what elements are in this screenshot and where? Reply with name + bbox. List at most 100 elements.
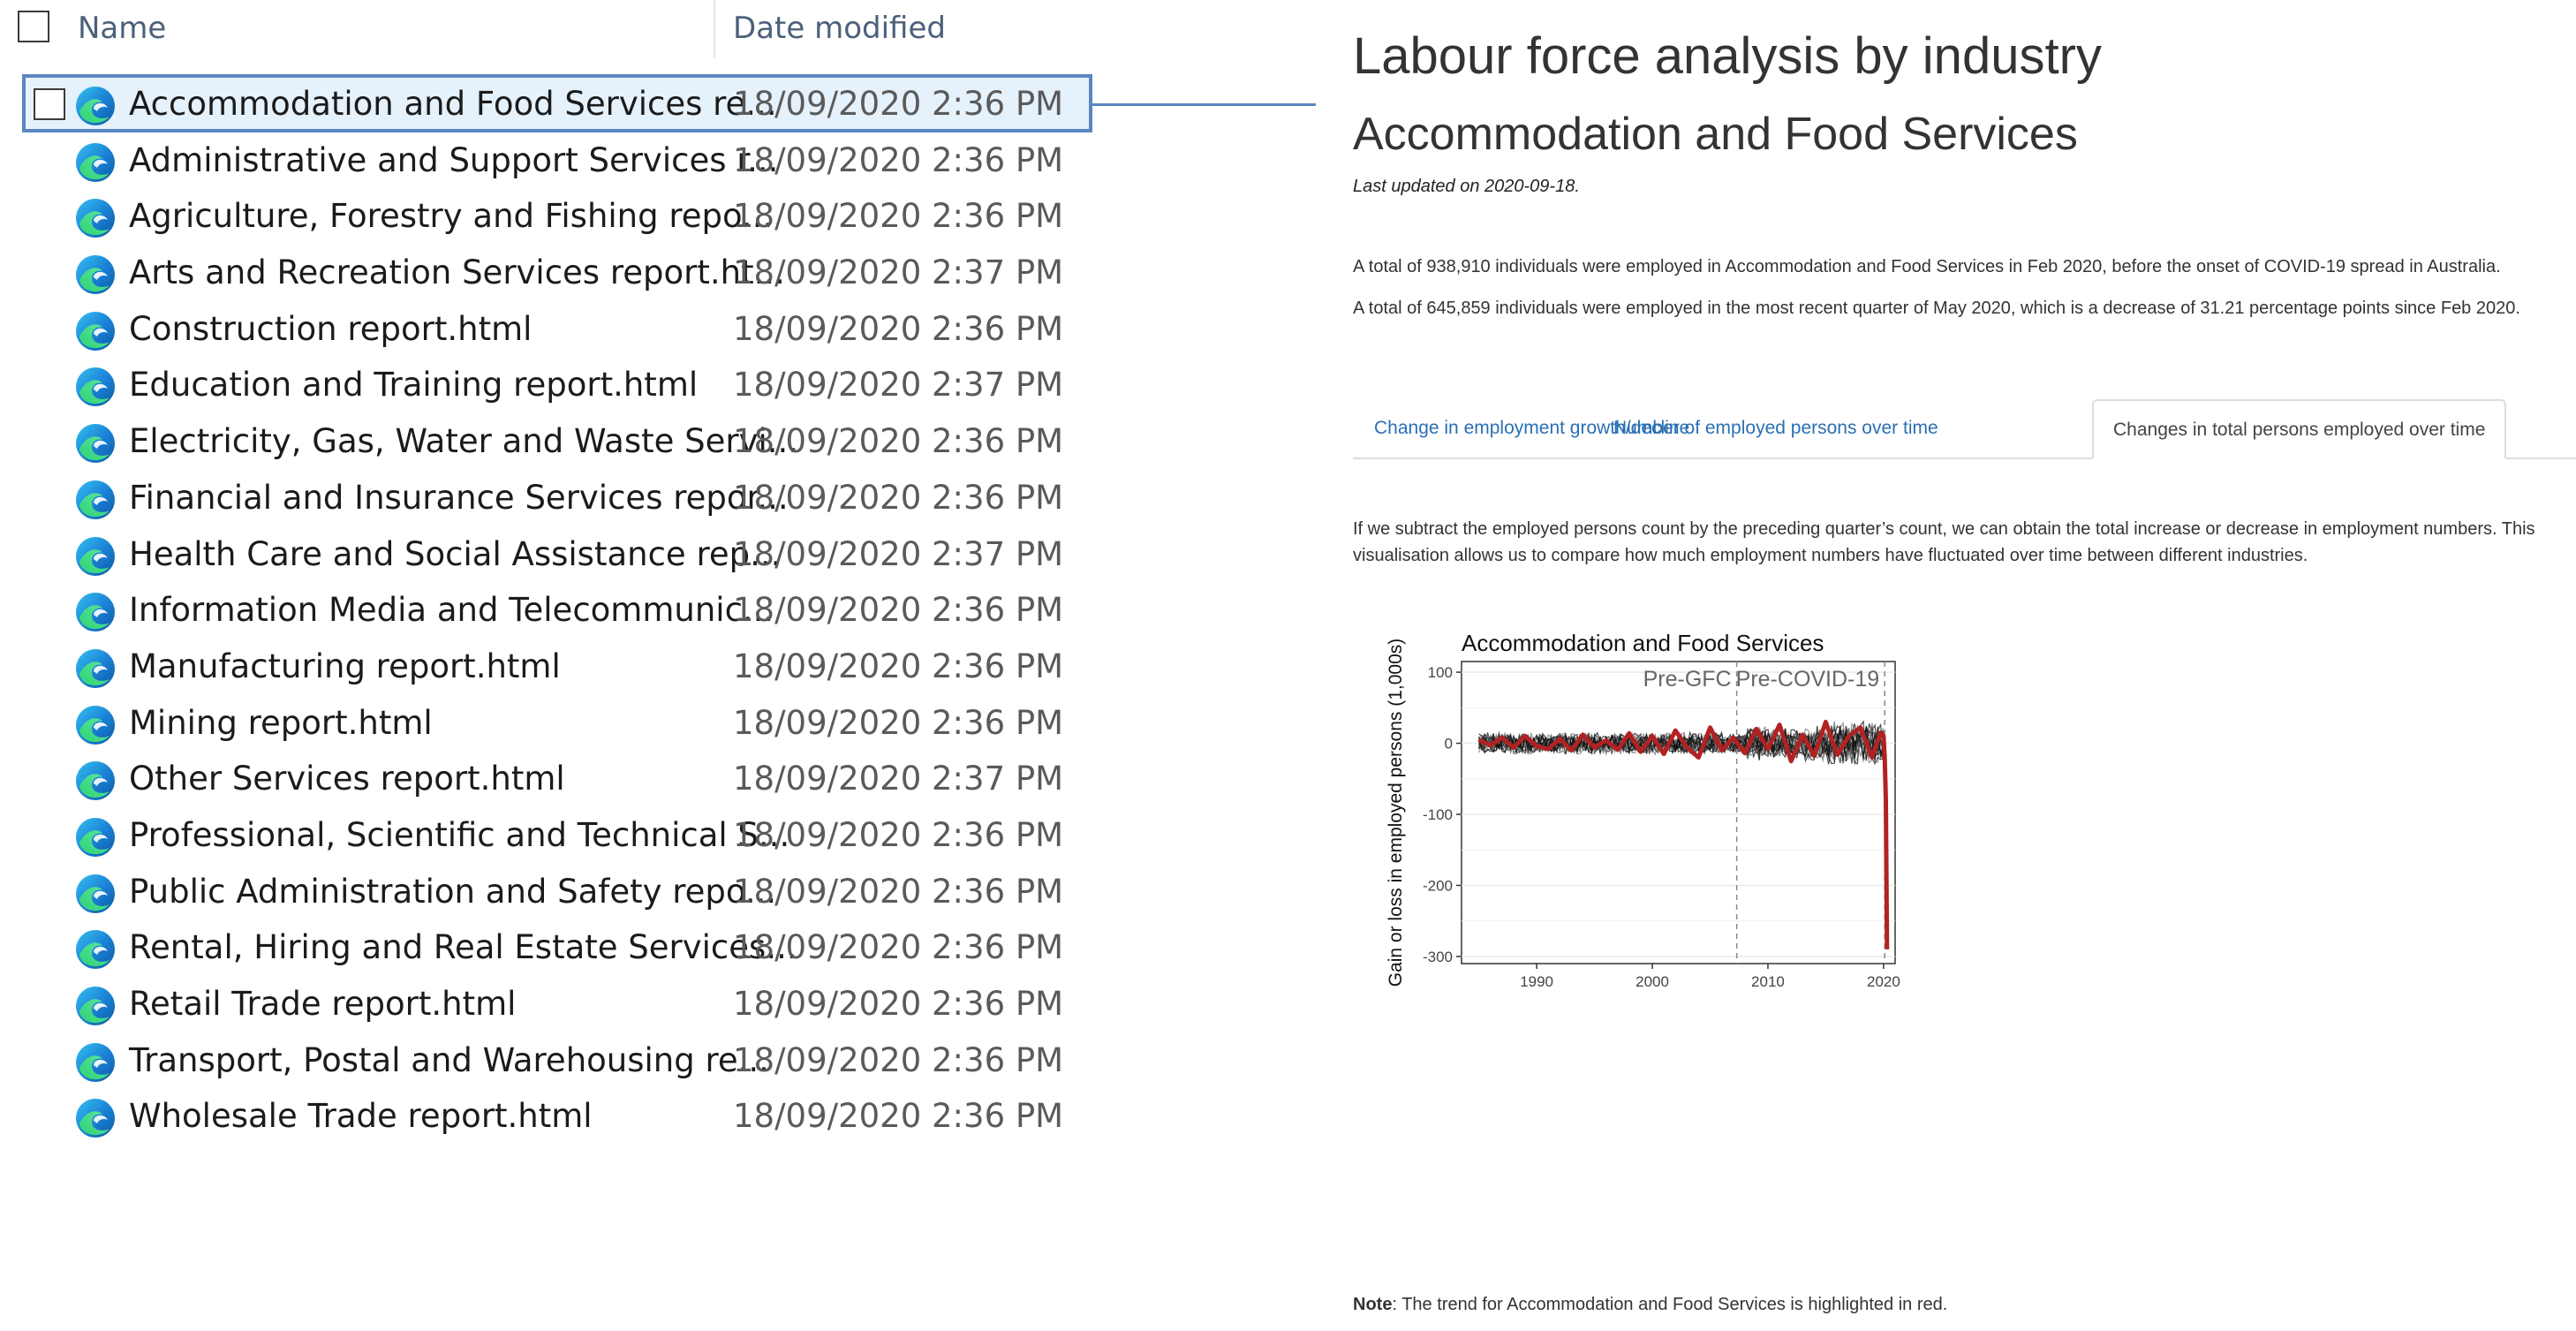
file-row[interactable]: Transport, Postal and Warehousing re... 1… (0, 1032, 1095, 1089)
edge-icon (76, 536, 115, 576)
y-tick-label: -300 (1423, 949, 1453, 965)
selection-connector-line (1092, 103, 1316, 106)
file-row[interactable]: Public Administration and Safety repo...… (0, 864, 1095, 920)
y-tick-label: -200 (1423, 877, 1453, 894)
edge-icon (76, 761, 115, 801)
edge-icon (76, 1099, 115, 1138)
selection-highlight (22, 74, 1092, 132)
highlighted-series-line (1477, 719, 1890, 949)
file-name[interactable]: Health Care and Social Assistance rep... (129, 534, 782, 573)
file-row[interactable]: Manufacturing report.html 18/09/2020 2:36… (0, 639, 1095, 695)
file-name[interactable]: Agriculture, Forestry and Fishing repo..… (129, 197, 774, 236)
file-date-modified: 18/09/2020 2:36 PM (733, 140, 1064, 179)
file-row[interactable]: Professional, Scientific and Technical S… (0, 807, 1095, 864)
file-row[interactable]: Health Care and Social Assistance rep...… (0, 526, 1095, 583)
summary-paragraph-2: A total of 645,859 individuals were empl… (1353, 299, 2520, 318)
file-row[interactable]: Information Media and Telecommunic... 18/… (0, 582, 1095, 639)
tab-change-in-employment-growth[interactable]: Change in employment growth/decline (1374, 418, 1690, 438)
y-axis-label: Gain or loss in employed persons (1,000s… (1386, 639, 1406, 987)
file-name[interactable]: Accommodation and Food Services re... (129, 85, 777, 123)
edge-icon (76, 930, 115, 970)
y-tick-label: -100 (1423, 806, 1453, 823)
file-name[interactable]: Public Administration and Safety repo... (129, 872, 777, 911)
file-row[interactable]: Accommodation and Food Services re... 18/… (0, 74, 1095, 132)
file-row[interactable]: Agriculture, Forestry and Fishing repo..… (0, 188, 1095, 245)
file-name[interactable]: Construction report.html (129, 309, 533, 348)
x-tick-label: 2020 (1867, 973, 1900, 990)
edge-icon (76, 705, 115, 745)
file-name[interactable]: Rental, Hiring and Real Estate Services.… (129, 928, 797, 967)
file-date-modified: 18/09/2020 2:36 PM (733, 591, 1064, 630)
file-date-modified: 18/09/2020 2:36 PM (733, 478, 1064, 517)
x-tick-label: 2000 (1635, 973, 1669, 990)
file-name[interactable]: Transport, Postal and Warehousing re... (129, 1040, 769, 1079)
file-name[interactable]: Professional, Scientific and Technical S… (129, 815, 790, 854)
file-row[interactable]: Administrative and Support Services r...… (0, 132, 1095, 189)
file-date-modified: 18/09/2020 2:37 PM (733, 534, 1064, 573)
file-date-modified: 18/09/2020 2:36 PM (733, 1097, 1064, 1136)
note-label: Note (1353, 1295, 1393, 1314)
row-checkbox[interactable] (34, 88, 65, 120)
file-date-modified: 18/09/2020 2:36 PM (733, 703, 1064, 742)
file-row[interactable]: Education and Training report.html 18/09/… (0, 357, 1095, 413)
file-date-modified: 18/09/2020 2:37 PM (733, 760, 1064, 798)
file-date-modified: 18/09/2020 2:37 PM (733, 253, 1064, 292)
file-row[interactable]: Rental, Hiring and Real Estate Services.… (0, 919, 1095, 976)
file-name[interactable]: Wholesale Trade report.html (129, 1097, 593, 1136)
file-row[interactable]: Mining report.html 18/09/2020 2:36 PM (0, 695, 1095, 752)
file-row[interactable]: Wholesale Trade report.html 18/09/2020 2:… (0, 1088, 1095, 1145)
file-date-modified: 18/09/2020 2:36 PM (733, 197, 1064, 236)
edge-icon (76, 873, 115, 913)
column-divider[interactable] (714, 0, 715, 58)
edge-icon (76, 480, 115, 519)
file-date-modified: 18/09/2020 2:36 PM (733, 647, 1064, 685)
column-header-date-modified[interactable]: Date modified (733, 11, 946, 46)
select-all-checkbox[interactable] (18, 11, 49, 42)
last-updated-text: Last updated on 2020-09-18. (1353, 177, 1580, 196)
edge-icon (76, 199, 115, 238)
file-date-modified: 18/09/2020 2:36 PM (733, 815, 1064, 854)
tab-number-of-employed-persons[interactable]: Number of employed persons over time (1613, 418, 1938, 438)
note-text: : The trend for Accommodation and Food S… (1392, 1295, 1948, 1314)
file-name[interactable]: Retail Trade report.html (129, 985, 517, 1023)
file-name[interactable]: Financial and Insurance Services repor..… (129, 478, 789, 517)
x-tick-label: 1990 (1520, 973, 1553, 990)
file-name[interactable]: Arts and Recreation Services report.ht..… (129, 253, 785, 292)
report-page: Labour force analysis by industry Accomm… (1325, 0, 2576, 1331)
edge-icon (76, 987, 115, 1025)
column-header-name[interactable]: Name (78, 11, 167, 46)
file-row[interactable]: Arts and Recreation Services report.ht..… (0, 245, 1095, 301)
file-date-modified: 18/09/2020 2:36 PM (733, 985, 1064, 1023)
y-tick-label: 0 (1445, 736, 1453, 752)
file-name[interactable]: Education and Training report.html (129, 366, 699, 405)
file-name[interactable]: Other Services report.html (129, 760, 565, 798)
file-name[interactable]: Information Media and Telecommunic... (129, 591, 774, 630)
file-name[interactable]: Administrative and Support Services r... (129, 140, 779, 179)
edge-icon (76, 1042, 115, 1082)
report-subtitle: Accommodation and Food Services (1353, 109, 2078, 160)
file-row[interactable]: Retail Trade report.html 18/09/2020 2:36 … (0, 976, 1095, 1032)
file-date-modified: 18/09/2020 2:36 PM (733, 85, 1064, 123)
file-explorer: Name Date modified Accommodation and Foo… (0, 0, 1316, 1145)
file-name[interactable]: Manufacturing report.html (129, 647, 561, 685)
edge-icon (76, 87, 115, 125)
summary-paragraph-1: A total of 938,910 individuals were empl… (1353, 257, 2501, 276)
x-tick-label: 2010 (1751, 973, 1785, 990)
file-row[interactable]: Electricity, Gas, Water and Waste Servi.… (0, 413, 1095, 470)
file-date-modified: 18/09/2020 2:37 PM (733, 366, 1064, 405)
edge-icon (76, 593, 115, 632)
file-row[interactable]: Construction report.html 18/09/2020 2:36 … (0, 301, 1095, 358)
edge-icon (76, 817, 115, 857)
file-row[interactable]: Other Services report.html 18/09/2020 2:3… (0, 751, 1095, 807)
file-date-modified: 18/09/2020 2:36 PM (733, 872, 1064, 911)
file-list: Accommodation and Food Services re... 18/… (0, 74, 1095, 1145)
visualisation-description: If we subtract the employed persons coun… (1353, 519, 2535, 565)
file-name[interactable]: Electricity, Gas, Water and Waste Servi.… (129, 422, 799, 461)
tab-changes-in-total-persons[interactable]: Changes in total persons employed over t… (2092, 399, 2507, 459)
file-row[interactable]: Financial and Insurance Services repor..… (0, 470, 1095, 526)
chart-note: Note: The trend for Accommodation and Fo… (1353, 1295, 1947, 1315)
file-name[interactable]: Mining report.html (129, 703, 433, 742)
visualisation-tabs: Change in employment growth/decline Numb… (1353, 399, 2576, 459)
employment-change-chart: Accommodation and Food Services 100 0 -100 -… (1386, 630, 1900, 990)
plot-panel (1461, 661, 1896, 964)
